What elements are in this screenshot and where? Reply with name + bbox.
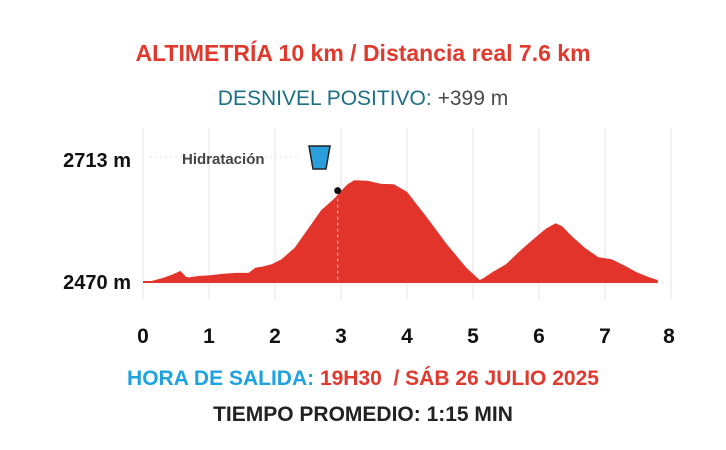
x-tick-label-5: 5: [467, 325, 479, 348]
elevation-gain-value: +399 m: [437, 87, 509, 110]
annotation-dot: [334, 187, 342, 195]
x-axis-labels: 0 1 2 3 4 5 6 7 8: [137, 325, 675, 348]
profile-area-layer: [143, 180, 658, 283]
x-tick-label-0: 0: [137, 325, 149, 348]
annotation-layer: Hidratación: [182, 145, 342, 195]
x-tick-label-3: 3: [335, 325, 347, 348]
water-cup-icon: [308, 145, 331, 170]
chart-title: ALTIMETRÍA 10 km / Distancia real 7.6 km: [135, 40, 591, 66]
x-tick-label-2: 2: [269, 325, 281, 348]
average-time: TIEMPO PROMEDIO: 1:15 MIN: [213, 403, 513, 426]
x-tick-label-6: 6: [533, 325, 545, 348]
x-tick-label-7: 7: [599, 325, 611, 348]
elevation-area: [143, 180, 658, 282]
annotation-hidratacion: Hidratación: [182, 151, 265, 168]
x-tick-label-8: 8: [663, 325, 675, 348]
departure-info: HORA DE SALIDA: 19H30 / SÁB 26 JULIO 202…: [0, 367, 726, 391]
y-tick-label-1: 2470 m: [63, 272, 131, 294]
departure-label: HORA DE SALIDA:: [127, 367, 315, 390]
departure-value: 19H30 / SÁB 26 JULIO 2025: [319, 367, 599, 390]
y-axis-labels: 2713 m 2470 m: [63, 150, 131, 294]
elevation-gain: DESNIVEL POSITIVO: +399 m: [0, 87, 726, 111]
x-tick-label-1: 1: [203, 325, 215, 348]
x-tick-label-4: 4: [401, 325, 413, 348]
y-tick-label-0: 2713 m: [63, 150, 131, 172]
elevation-gain-label: DESNIVEL POSITIVO:: [217, 87, 432, 110]
